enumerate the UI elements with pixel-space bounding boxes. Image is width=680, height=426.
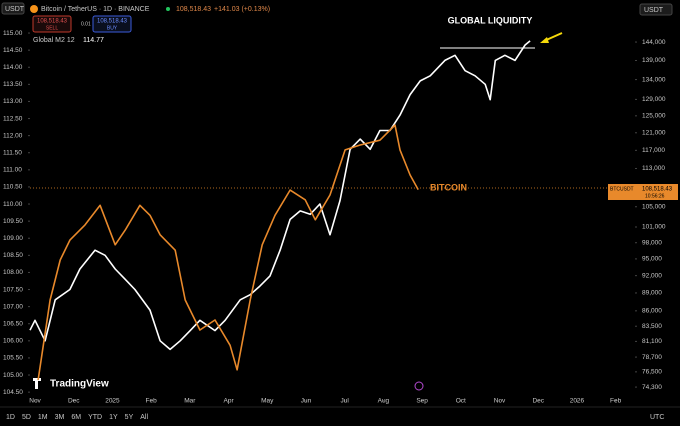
y-tick-label: 108.00 — [3, 269, 23, 276]
btc-annotation: BITCOIN — [430, 182, 467, 192]
x-tick-label: Feb — [610, 398, 622, 405]
range-button[interactable]: 1D — [6, 414, 15, 421]
x-tick-label: May — [261, 398, 274, 405]
scale-box[interactable] — [639, 3, 673, 16]
x-tick-label: Jul — [341, 398, 350, 405]
series-line — [37, 124, 419, 381]
y2-tick-label: 134,000 — [642, 76, 666, 83]
sell-label[interactable]: SELL — [46, 25, 58, 31]
x-tick-label: Aug — [378, 398, 390, 405]
y-tick-label: 112.00 — [3, 132, 23, 139]
y2-tick-label: 125,000 — [642, 113, 666, 120]
buy-button[interactable] — [92, 15, 132, 33]
series-line — [29, 40, 531, 351]
y2-tick-label: 139,000 — [642, 57, 666, 64]
range-button[interactable]: 6M — [71, 414, 81, 421]
event-icon[interactable] — [414, 381, 424, 391]
y2-tick-label: 121,000 — [642, 130, 666, 137]
y2-tick-label: 89,000 — [642, 290, 662, 297]
x-tick-label: Apr — [224, 398, 235, 405]
x-tick-label: 2026 — [570, 398, 585, 405]
quote-box[interactable] — [1, 2, 25, 15]
x-tick-label: Oct — [456, 398, 466, 405]
range-button[interactable]: All — [140, 414, 148, 421]
x-tick-label: Jun — [301, 398, 312, 405]
y-tick-label: 113.50 — [3, 81, 23, 88]
y2-tick-label: 117,000 — [642, 147, 665, 154]
tag-price: 108,518.43 — [642, 187, 673, 193]
x-tick-label: Nov — [29, 398, 41, 405]
y-tick-label: 109.00 — [3, 235, 23, 242]
range-button[interactable]: 1Y — [109, 414, 118, 421]
y2-tick-label: 83,500 — [642, 323, 662, 330]
y-tick-label: 108.50 — [3, 252, 23, 259]
sell-price[interactable]: 108,518.43 — [37, 19, 68, 25]
x-tick-label: Dec — [68, 398, 80, 405]
btc-icon — [30, 5, 38, 13]
y-tick-label: 114.00 — [3, 64, 23, 71]
sell-button[interactable] — [32, 15, 72, 33]
buy-label[interactable]: BUY — [107, 25, 118, 31]
brand: TradingView — [50, 379, 109, 390]
y2-tick-label: 144,000 — [642, 39, 666, 46]
tag-symbol: BTCUSDT — [610, 186, 634, 192]
quote[interactable]: USDT — [5, 6, 25, 13]
y2-tick-label: 86,000 — [642, 308, 662, 315]
range-button[interactable]: 3M — [55, 414, 65, 421]
x-tick-label: 2025 — [105, 398, 120, 405]
y2-tick-label: 92,000 — [642, 272, 662, 279]
y-tick-label: 111.00 — [3, 167, 22, 174]
tag-countdown: 10:56:26 — [645, 193, 665, 199]
y2-tick-label: 81,100 — [642, 338, 662, 345]
y2-tick-label: 101,000 — [642, 224, 666, 231]
x-tick-label: Feb — [146, 398, 158, 405]
y2-tick-label: 95,000 — [642, 256, 662, 263]
range-button[interactable]: 5Y — [125, 414, 134, 421]
legend-m2: Global M2 12 — [33, 37, 75, 44]
chart-title: Bitcoin / TetherUS · 1D · BINANCE — [41, 6, 150, 13]
x-tick-label: Dec — [532, 398, 544, 405]
change: +141.03 (+0.13%) — [214, 6, 270, 13]
y-tick-label: 105.50 — [3, 355, 23, 362]
x-tick-label: Nov — [494, 398, 506, 405]
arrowhead — [540, 37, 549, 43]
timezone[interactable]: UTC — [650, 414, 664, 421]
y-tick-label: 110.50 — [3, 184, 23, 191]
y-tick-label: 113.00 — [3, 98, 23, 105]
spread: 0.01 — [81, 21, 91, 27]
status-dot — [166, 7, 170, 11]
x-tick-label: Mar — [184, 398, 196, 405]
x-tick-label: Sep — [416, 398, 428, 405]
y2-tick-label: 76,500 — [642, 369, 662, 376]
y2-tick-label: 105,000 — [642, 203, 666, 210]
y-tick-label: 110.00 — [3, 201, 23, 208]
buy-price[interactable]: 108,518.43 — [97, 19, 128, 25]
y-tick-label: 104.50 — [3, 389, 23, 396]
y-tick-label: 107.00 — [3, 303, 23, 310]
y-tick-label: 112.50 — [3, 115, 23, 122]
annotation: GLOBAL LIQUIDITY — [448, 15, 533, 25]
y2-tick-label: 78,700 — [642, 354, 662, 361]
y-tick-label: 106.00 — [3, 338, 23, 345]
y2-tick-label: 98,000 — [642, 239, 662, 246]
y2-tick-label: 129,000 — [642, 96, 666, 103]
y2-tick-label: 113,000 — [642, 165, 665, 172]
y-tick-label: 106.50 — [3, 320, 23, 327]
price-tag — [608, 184, 678, 200]
y-tick-label: 107.50 — [3, 286, 23, 293]
y-tick-label: 115.00 — [3, 30, 23, 37]
brand-logo — [33, 378, 41, 389]
range-button[interactable]: 5D — [22, 414, 31, 421]
y2-tick-label: 74,300 — [642, 384, 662, 391]
y-tick-label: 114.50 — [3, 47, 23, 54]
y-tick-label: 105.00 — [3, 372, 23, 379]
scale-currency[interactable]: USDT — [644, 7, 664, 14]
y-tick-label: 109.50 — [3, 218, 23, 225]
range-button[interactable]: YTD — [88, 414, 102, 421]
y-tick-label: 111.50 — [3, 149, 22, 156]
range-button[interactable]: 1M — [38, 414, 48, 421]
legend-m2-value: 114.77 — [83, 37, 104, 44]
price: 108,518.43 — [176, 6, 211, 13]
